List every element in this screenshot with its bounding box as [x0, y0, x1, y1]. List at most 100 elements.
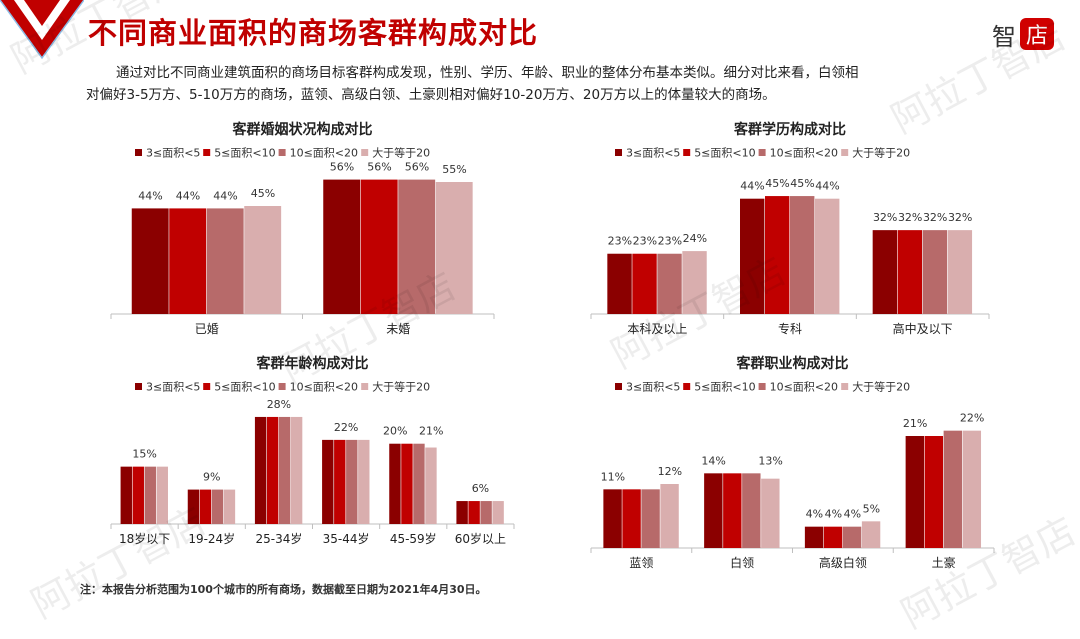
legend-swatch	[615, 149, 622, 156]
data-label: 22%	[960, 412, 984, 425]
bar	[962, 430, 982, 548]
bar	[322, 439, 334, 524]
bar	[842, 526, 862, 548]
bar	[815, 198, 840, 314]
x-tick-label: 蓝领	[629, 556, 653, 570]
bar	[156, 466, 168, 524]
legend-swatch	[203, 383, 211, 390]
bar	[872, 230, 898, 314]
legend-label: 大于等于20	[852, 380, 910, 394]
legend-swatch	[841, 149, 849, 156]
data-label: 15%	[132, 448, 156, 461]
x-tick-label: 35-44岁	[323, 531, 370, 546]
data-label: 11%	[601, 470, 625, 483]
bar	[278, 416, 291, 524]
brand-char-zhi: 智	[992, 22, 1016, 51]
legend-swatch	[278, 149, 286, 156]
legend-label: 10≤面积<20	[770, 381, 838, 394]
legend-swatch	[135, 149, 142, 156]
data-label: 44%	[138, 189, 162, 202]
bar	[413, 443, 425, 524]
data-label: 28%	[267, 398, 291, 411]
data-label: 5%	[863, 502, 880, 515]
bar	[401, 443, 413, 524]
data-label: 13%	[758, 454, 782, 467]
brand-char-dian: 店	[1020, 18, 1054, 50]
legend-label: 大于等于20	[852, 146, 910, 160]
legend-swatch	[758, 383, 766, 390]
legend-label: 10≤面积<20	[770, 147, 838, 160]
data-label: 44%	[176, 189, 200, 202]
data-label: 44%	[213, 189, 237, 202]
bar	[905, 436, 925, 548]
bar	[120, 466, 132, 524]
legend-label: 3≤面积<5	[626, 147, 680, 160]
legend-swatch	[135, 383, 142, 390]
bar	[254, 416, 267, 524]
bar	[131, 208, 169, 314]
data-label: 4%	[806, 508, 823, 521]
bar	[358, 439, 370, 524]
data-label: 32%	[923, 211, 947, 224]
footnote: 注：本报告分析范围为100个城市的所有商场，数据截至日期为2021年4月30日。	[80, 583, 487, 596]
bar	[603, 489, 622, 548]
data-label: 45%	[790, 177, 814, 190]
bar	[924, 436, 944, 548]
legend-swatch	[278, 383, 286, 390]
legend-swatch	[683, 383, 691, 390]
bar	[323, 179, 361, 314]
chart-marriage: 客群婚姻状况构成对比 3≤面积<5 5≤面积<10 10≤面积<20 大于等于20 44%…	[110, 121, 495, 336]
data-label: 23%	[633, 235, 657, 248]
bar	[607, 253, 632, 314]
bar	[346, 439, 358, 524]
data-label: 6%	[472, 482, 489, 495]
data-label: 56%	[405, 161, 429, 174]
legend-swatch	[203, 149, 211, 156]
bar	[943, 430, 963, 548]
legend-label: 大于等于20	[372, 146, 430, 160]
bar	[804, 526, 824, 548]
data-label: 21%	[903, 417, 927, 430]
legend-label: 10≤面积<20	[290, 147, 358, 160]
bar	[468, 501, 480, 524]
legend-swatch	[758, 149, 766, 156]
logo-mark	[0, 0, 84, 60]
bar	[132, 466, 144, 524]
legend-label: 10≤面积<20	[290, 381, 358, 394]
bar	[622, 489, 641, 548]
legend-label: 5≤面积<10	[214, 147, 275, 160]
intro-line-2: 对偏好3-5万方、5-10万方的商场，蓝领、高级白领、土豪则相对偏好10-20万…	[86, 87, 776, 103]
x-tick-label: 本科及以上	[627, 322, 687, 336]
data-label: 45%	[765, 177, 789, 190]
data-label: 12%	[658, 465, 682, 478]
legend-swatch	[683, 149, 691, 156]
data-label: 21%	[419, 425, 443, 438]
bar	[922, 230, 948, 314]
data-label: 56%	[367, 161, 391, 174]
bar	[632, 253, 657, 314]
bar	[723, 473, 742, 548]
page-title: 不同商业面积的商场客群构成对比	[88, 16, 539, 50]
bar	[211, 489, 224, 524]
bar	[425, 447, 437, 524]
bar	[244, 206, 282, 314]
bar	[144, 466, 156, 524]
data-label: 44%	[740, 180, 764, 193]
legend-swatch	[615, 383, 622, 390]
legend-label: 3≤面积<5	[626, 381, 680, 394]
bar	[682, 251, 707, 314]
data-label: 44%	[815, 180, 839, 193]
x-tick-label: 高中及以下	[893, 321, 953, 336]
bar	[861, 521, 881, 548]
x-tick-label: 45-59岁	[390, 531, 437, 546]
data-label: 23%	[608, 235, 632, 248]
bar	[492, 501, 504, 524]
data-label: 56%	[330, 161, 354, 174]
x-tick-label: 土豪	[932, 555, 956, 570]
bar	[398, 179, 436, 314]
data-label: 22%	[334, 421, 358, 434]
x-tick-label: 19-24岁	[188, 531, 235, 546]
bar	[897, 230, 923, 314]
x-tick-label: 专科	[778, 321, 802, 336]
